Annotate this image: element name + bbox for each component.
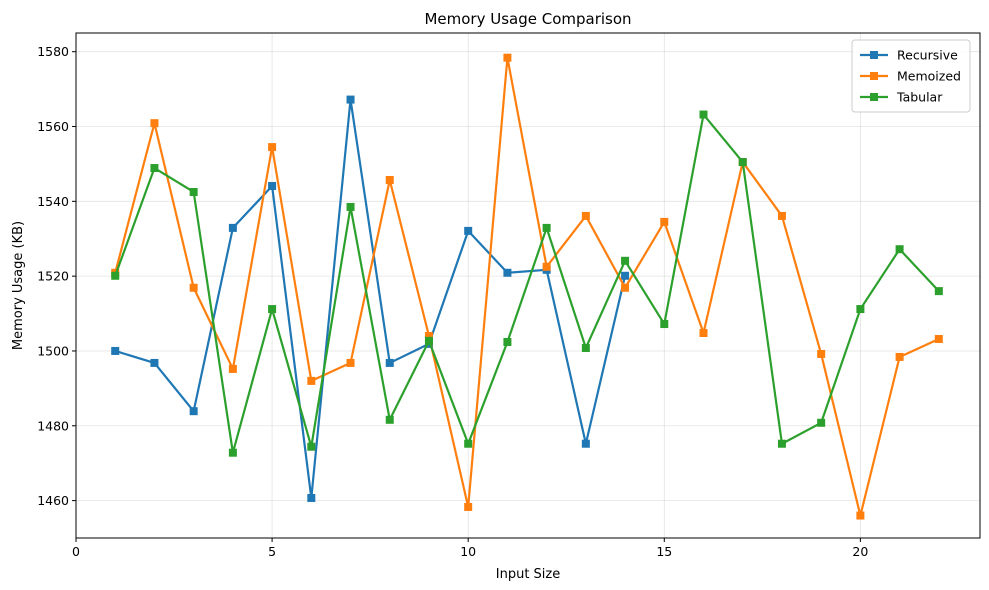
data-point-memoized — [424, 332, 433, 340]
data-point-recursive — [189, 407, 198, 416]
legend-box — [851, 39, 971, 113]
y-tick-label: 1560 — [37, 119, 69, 134]
data-point-memoized — [268, 143, 277, 152]
series-recursive — [111, 95, 630, 502]
data-point-tabular — [738, 158, 747, 167]
data-point-memoized — [660, 217, 669, 226]
y-tick-label: 1480 — [37, 418, 69, 433]
x-tick-label: 5 — [268, 544, 276, 559]
data-point-tabular — [895, 245, 904, 254]
data-point-recursive — [503, 268, 512, 277]
data-point-memoized — [542, 262, 551, 271]
legend-item-recursive: Recursive — [860, 48, 958, 63]
legend-label: Memoized — [897, 69, 961, 84]
data-point-tabular — [464, 439, 473, 448]
data-point-memoized — [777, 211, 786, 220]
data-point-tabular — [385, 415, 394, 424]
data-point-memoized — [817, 349, 826, 358]
data-point-memoized — [346, 358, 355, 367]
series-line-recursive — [114, 98, 627, 500]
data-point-tabular — [660, 320, 669, 329]
series-line-memoized — [114, 56, 940, 517]
data-point-memoized — [699, 329, 708, 338]
legend: Recursive Memoized Tabular — [851, 39, 971, 113]
y-tick-label: 1520 — [37, 269, 69, 284]
y-tick-label: 1580 — [37, 44, 69, 59]
series-line-tabular — [114, 113, 940, 454]
data-point-tabular — [581, 343, 590, 352]
data-point-memoized — [856, 511, 865, 520]
data-point-tabular — [699, 110, 708, 119]
y-tick-label: 1460 — [37, 493, 69, 508]
data-point-memoized — [895, 352, 904, 361]
legend-swatch-marker — [870, 51, 878, 59]
data-point-recursive — [268, 181, 277, 190]
legend-swatch-marker — [870, 93, 878, 101]
x-tick-label: 0 — [72, 544, 80, 559]
data-point-memoized — [385, 176, 394, 185]
data-point-recursive — [228, 223, 237, 232]
data-point-memoized — [503, 53, 512, 62]
data-point-tabular — [346, 202, 355, 211]
data-point-recursive — [346, 95, 355, 104]
data-point-tabular — [307, 442, 316, 451]
legend-item-memoized: Memoized — [860, 69, 961, 84]
y-axis-label: Memory Usage (KB) — [11, 221, 26, 350]
legend-item-tabular: Tabular — [860, 90, 943, 105]
data-point-memoized — [150, 119, 159, 128]
y-tick-label: 1540 — [37, 194, 69, 209]
x-tick-label: 10 — [460, 544, 476, 559]
data-point-tabular — [228, 448, 237, 457]
data-point-tabular — [856, 305, 865, 314]
data-point-memoized — [934, 334, 943, 343]
legend-swatch-marker — [870, 72, 878, 80]
data-point-tabular — [777, 439, 786, 448]
grid-lines — [75, 33, 980, 538]
data-point-tabular — [817, 418, 826, 427]
data-point-memoized — [581, 211, 590, 220]
data-point-tabular — [111, 271, 120, 280]
data-point-memoized — [464, 502, 473, 511]
series-lines — [111, 53, 943, 520]
data-point-recursive — [307, 493, 316, 502]
data-point-tabular — [503, 337, 512, 346]
data-point-tabular — [542, 223, 551, 232]
series-tabular — [111, 110, 943, 457]
data-point-memoized — [228, 364, 237, 373]
series-memoized — [111, 53, 943, 520]
plot-area-frame — [75, 32, 981, 539]
data-point-recursive — [111, 346, 120, 355]
data-point-recursive — [464, 226, 473, 235]
data-point-memoized — [189, 283, 198, 292]
data-point-recursive — [385, 358, 394, 367]
x-axis-label: Input Size — [496, 567, 560, 582]
data-point-recursive — [150, 358, 159, 367]
data-point-memoized — [621, 283, 630, 292]
y-tick-label: 1500 — [37, 343, 69, 358]
data-point-recursive — [581, 439, 590, 448]
legend-label: Tabular — [896, 90, 943, 105]
chart-title: Memory Usage Comparison — [424, 10, 631, 28]
data-point-tabular — [268, 305, 277, 314]
x-tick-label: 20 — [852, 544, 868, 559]
data-point-memoized — [307, 376, 316, 385]
legend-label: Recursive — [897, 48, 958, 63]
data-point-tabular — [621, 256, 630, 265]
data-point-tabular — [150, 164, 159, 173]
data-point-tabular — [934, 287, 943, 296]
data-point-recursive — [621, 271, 630, 280]
x-tick-label: 15 — [656, 544, 672, 559]
data-point-tabular — [424, 336, 433, 345]
data-point-tabular — [189, 187, 198, 196]
